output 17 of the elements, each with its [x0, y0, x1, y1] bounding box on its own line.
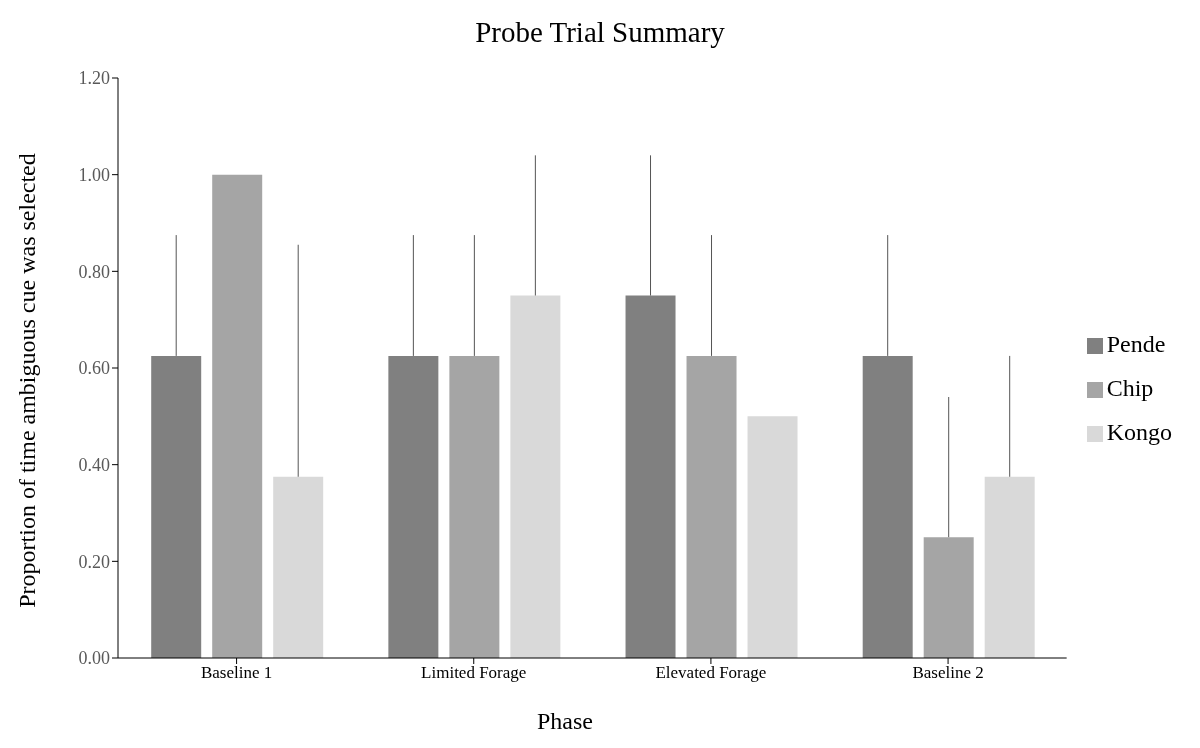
legend-label: Chip [1106, 375, 1154, 401]
y-tick-label: 0.20 [78, 551, 110, 572]
x-axis-title: Phase [536, 708, 594, 735]
y-tick-label: 0.80 [78, 261, 110, 282]
x-tick-label: Elevated Forage [655, 663, 767, 683]
y-axis-title: Proportion of time ambiguous cue was selected [13, 152, 41, 608]
x-tick-label: Baseline 2 [912, 663, 984, 683]
y-tick-label: 1.00 [78, 165, 110, 186]
legend-label: Kongo [1106, 419, 1172, 445]
x-tick-label: Baseline 1 [200, 663, 273, 683]
y-tick-label: 0.40 [78, 455, 110, 476]
x-tick-label: Limited Forage [421, 663, 527, 683]
y-tick-label: 1.20 [78, 68, 110, 89]
y-tick-label: 0.00 [78, 648, 110, 669]
legend-label: Pende [1106, 331, 1166, 357]
chart-title: Probe Trial Summary [474, 15, 726, 50]
y-tick-label: 0.60 [78, 358, 110, 379]
